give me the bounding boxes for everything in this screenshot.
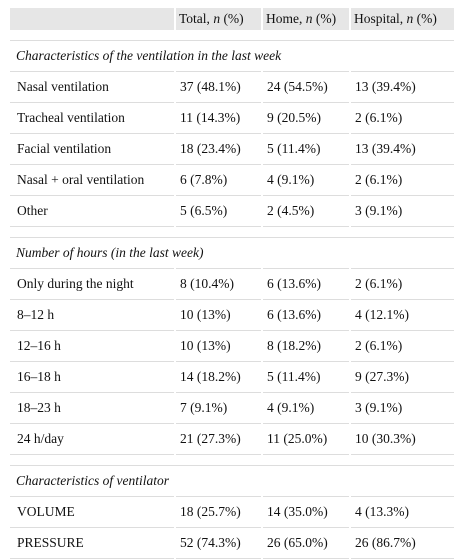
data-row: VOLUME 18 (25.7%) 14 (35.0%) 4 (13.3%): [10, 496, 456, 528]
row-label: 24 h/day: [10, 423, 176, 455]
data-cell: 24 (54.5%): [262, 71, 351, 103]
data-cell: 3 (9.1%): [350, 195, 456, 227]
row-label: 18–23 h: [10, 392, 176, 424]
row-label: Nasal + oral ventilation: [10, 164, 176, 196]
data-cell: 13 (39.4%): [350, 133, 456, 165]
data-cell: 8 (10.4%): [175, 268, 263, 300]
section-row: Number of hours (in the last week): [10, 237, 456, 269]
data-cell: 2 (6.1%): [350, 268, 456, 300]
row-label: VOLUME: [10, 496, 176, 528]
header-text: (%): [413, 11, 437, 26]
section-title: Characteristics of the ventilation in th…: [10, 40, 456, 72]
data-cell: 3 (9.1%): [350, 392, 456, 424]
data-row: Only during the night 8 (10.4%) 6 (13.6%) 2…: [10, 268, 456, 300]
table-wrap: Total, n (%) Home, n (%) Hospital, n (%) Ch…: [10, 8, 456, 559]
row-label: Nasal ventilation: [10, 71, 176, 103]
header-text: Home,: [266, 11, 306, 26]
data-cell: 4 (9.1%): [262, 392, 351, 424]
spacer-row: [10, 30, 456, 41]
data-row: PRESSURE 52 (74.3%) 26 (65.0%) 26 (86.7%): [10, 527, 456, 559]
section-row: Characteristics of ventilator: [10, 465, 456, 497]
data-cell: 5 (11.4%): [262, 361, 351, 393]
spacer-cell: [10, 454, 456, 466]
row-label: Other: [10, 195, 176, 227]
section-title: Characteristics of ventilator: [10, 465, 456, 497]
data-cell: 21 (27.3%): [175, 423, 263, 455]
section-title: Number of hours (in the last week): [10, 237, 456, 269]
data-table: Total, n (%) Home, n (%) Hospital, n (%) Ch…: [10, 8, 456, 559]
data-cell: 6 (13.6%): [262, 299, 351, 331]
data-cell: 2 (6.1%): [350, 102, 456, 134]
data-cell: 11 (25.0%): [262, 423, 351, 455]
header-row: Total, n (%) Home, n (%) Hospital, n (%): [10, 8, 456, 30]
spacer-cell: [10, 30, 456, 41]
header-text: Hospital,: [354, 11, 407, 26]
data-cell: 8 (18.2%): [262, 330, 351, 362]
data-cell: 6 (13.6%): [262, 268, 351, 300]
data-row: 8–12 h 10 (13%) 6 (13.6%) 4 (12.1%): [10, 299, 456, 331]
header-cell: Hospital, n (%): [350, 8, 456, 30]
header-text: (%): [312, 11, 337, 26]
header-text: (%): [220, 11, 244, 26]
header-text: Total,: [179, 11, 214, 26]
row-label: Only during the night: [10, 268, 176, 300]
row-label: PRESSURE: [10, 527, 176, 559]
data-cell: 13 (39.4%): [350, 71, 456, 103]
data-cell: 2 (6.1%): [350, 330, 456, 362]
row-label: Tracheal ventilation: [10, 102, 176, 134]
data-cell: 37 (48.1%): [175, 71, 263, 103]
data-row: 16–18 h 14 (18.2%) 5 (11.4%) 9 (27.3%): [10, 361, 456, 393]
data-cell: 4 (9.1%): [262, 164, 351, 196]
data-cell: 10 (13%): [175, 330, 263, 362]
header-italic: n: [213, 11, 221, 26]
data-cell: 14 (18.2%): [175, 361, 263, 393]
data-cell: 18 (23.4%): [175, 133, 263, 165]
header-italic: n: [305, 11, 313, 26]
data-row: Nasal + oral ventilation 6 (7.8%) 4 (9.1%)…: [10, 164, 456, 196]
data-cell: 5 (11.4%): [262, 133, 351, 165]
data-cell: 2 (6.1%): [350, 164, 456, 196]
data-cell: 9 (20.5%): [262, 102, 351, 134]
data-cell: 10 (13%): [175, 299, 263, 331]
spacer-row: [10, 454, 456, 466]
data-cell: 5 (6.5%): [175, 195, 263, 227]
spacer-cell: [10, 226, 456, 238]
data-cell: 6 (7.8%): [175, 164, 263, 196]
spacer-row: [10, 226, 456, 238]
data-row: 12–16 h 10 (13%) 8 (18.2%) 2 (6.1%): [10, 330, 456, 362]
row-label: 12–16 h: [10, 330, 176, 362]
header-italic: n: [406, 11, 414, 26]
data-row: Other 5 (6.5%) 2 (4.5%) 3 (9.1%): [10, 195, 456, 227]
data-cell: 2 (4.5%): [262, 195, 351, 227]
data-cell: 10 (30.3%): [350, 423, 456, 455]
data-row: Facial ventilation 18 (23.4%) 5 (11.4%) 13 …: [10, 133, 456, 165]
data-cell: 18 (25.7%): [175, 496, 263, 528]
data-cell: 14 (35.0%): [262, 496, 351, 528]
section-row: Characteristics of the ventilation in th…: [10, 40, 456, 72]
data-cell: 52 (74.3%): [175, 527, 263, 559]
data-row: Nasal ventilation 37 (48.1%) 24 (54.5%) 13 …: [10, 71, 456, 103]
data-cell: 4 (13.3%): [350, 496, 456, 528]
data-cell: 9 (27.3%): [350, 361, 456, 393]
data-row: Tracheal ventilation 11 (14.3%) 9 (20.5%) 2…: [10, 102, 456, 134]
data-cell: 7 (9.1%): [175, 392, 263, 424]
header-cell: Home, n (%): [262, 8, 351, 30]
header-cell: Total, n (%): [175, 8, 263, 30]
row-label: Facial ventilation: [10, 133, 176, 165]
data-cell: 26 (86.7%): [350, 527, 456, 559]
data-cell: 26 (65.0%): [262, 527, 351, 559]
row-label: 8–12 h: [10, 299, 176, 331]
header-cell: [10, 8, 176, 30]
data-cell: 11 (14.3%): [175, 102, 263, 134]
data-cell: 4 (12.1%): [350, 299, 456, 331]
table-body: Total, n (%) Home, n (%) Hospital, n (%) Ch…: [10, 8, 456, 559]
row-label: 16–18 h: [10, 361, 176, 393]
data-row: 24 h/day 21 (27.3%) 11 (25.0%) 10 (30.3%): [10, 423, 456, 455]
